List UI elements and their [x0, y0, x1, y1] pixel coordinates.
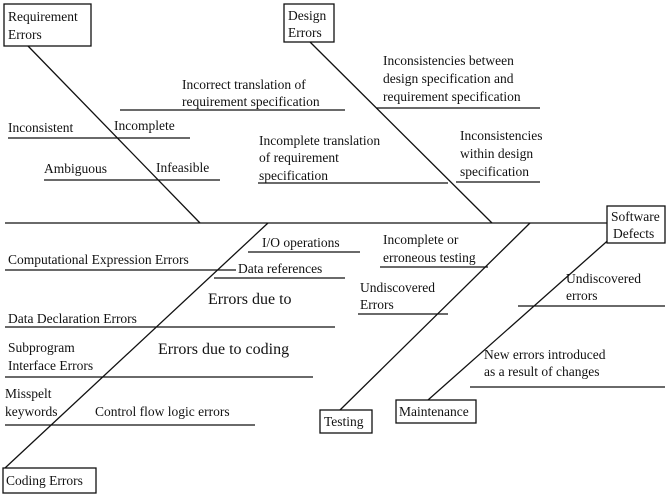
inconsistencies-between-line2: design specification and	[383, 71, 514, 86]
software-defects-label-line1: Software	[611, 209, 660, 224]
design-bone	[307, 39, 493, 224]
control-flow-label: Control flow logic errors	[95, 404, 230, 419]
requirement-errors-label-line2: Errors	[8, 27, 42, 42]
incomplete-translation-line2: of requirement	[259, 150, 339, 165]
requirement-bone	[27, 45, 201, 224]
incorrect-translation-line1: Incorrect translation of	[182, 77, 306, 92]
testing-undiscovered-line2: Errors	[360, 297, 394, 312]
computational-errors-label: Computational Expression Errors	[8, 252, 189, 267]
inconsistencies-within-line1: Inconsistencies	[460, 128, 542, 143]
maintenance-label: Maintenance	[399, 404, 469, 419]
errors-due-to-coding-label: Errors due to coding	[158, 341, 289, 358]
coding-bone	[4, 222, 269, 469]
incomplete-translation-line3: specification	[259, 168, 328, 183]
incorrect-translation-line2: requirement specification	[182, 94, 320, 109]
requirement-errors-label-line1: Requirement	[8, 9, 78, 24]
incomplete-label: Incomplete	[114, 118, 175, 133]
inconsistent-label: Inconsistent	[8, 120, 73, 135]
data-references-label: Data references	[238, 261, 322, 276]
subprogram-line1: Subprogram	[8, 340, 75, 355]
errors-due-to-label: Errors due to	[208, 291, 292, 308]
testing-bone	[339, 222, 531, 411]
testing-box: Testing	[319, 409, 373, 434]
maintenance-bone	[427, 227, 623, 401]
design-errors-label-line2: Errors	[288, 25, 322, 40]
new-errors-line2: as a result of changes	[484, 364, 599, 379]
incomplete-translation-line1: Incomplete translation	[259, 133, 380, 148]
infeasible-label: Infeasible	[156, 160, 209, 175]
inconsistencies-within-line2: within design	[460, 146, 533, 161]
data-declaration-label: Data Declaration Errors	[8, 311, 137, 326]
software-defects-box: Software Defects	[606, 205, 666, 244]
misspelt-line2: keywords	[5, 404, 58, 419]
inconsistencies-within-line3: specification	[460, 164, 529, 179]
software-defects-label-line2: Defects	[613, 226, 654, 241]
coding-errors-label: Coding Errors	[6, 473, 83, 488]
new-errors-line1: New errors introduced	[484, 347, 606, 362]
subprogram-line2: Interface Errors	[8, 358, 93, 373]
maintenance-undiscovered-line2: errors	[566, 288, 597, 303]
testing-label: Testing	[324, 414, 364, 429]
coding-errors-box: Coding Errors	[2, 467, 97, 494]
maintenance-box: Maintenance	[395, 399, 477, 424]
testing-undiscovered-line1: Undiscovered	[360, 280, 435, 295]
ambiguous-label: Ambiguous	[44, 161, 107, 176]
incomplete-testing-line2: erroneous testing	[383, 250, 476, 265]
requirement-errors-box: Requirement Errors	[3, 3, 92, 47]
io-operations-label: I/O operations	[262, 235, 340, 250]
inconsistencies-between-line1: Inconsistencies between	[383, 53, 514, 68]
maintenance-undiscovered-line1: Undiscovered	[566, 271, 641, 286]
design-errors-box: Design Errors	[283, 3, 335, 43]
incomplete-testing-line1: Incomplete or	[383, 232, 459, 247]
design-errors-label-line1: Design	[288, 8, 326, 23]
inconsistencies-between-line3: requirement specification	[383, 89, 521, 104]
misspelt-line1: Misspelt	[5, 386, 52, 401]
